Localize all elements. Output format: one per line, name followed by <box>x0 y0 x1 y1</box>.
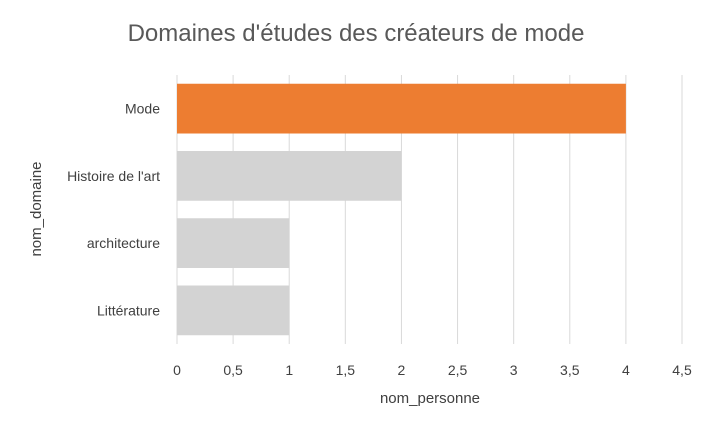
x-tick-label: 1,5 <box>336 362 356 378</box>
bar-3 <box>177 285 290 336</box>
chart-title: Domaines d'études des créateurs de mode <box>128 20 585 47</box>
bar-0 <box>177 83 626 134</box>
category-labels: Mode Histoire de l'art architecture Littéra… <box>67 101 160 319</box>
category-label: Mode <box>125 101 160 117</box>
bars <box>177 83 626 336</box>
x-tick-label: 0 <box>173 362 181 378</box>
x-tick-label: 2 <box>398 362 406 378</box>
x-tick-label: 3 <box>510 362 518 378</box>
x-tick-label: 2,5 <box>448 362 468 378</box>
x-tick-label: 0,5 <box>223 362 243 378</box>
category-label: Histoire de l'art <box>67 168 160 184</box>
x-tick-label: 4 <box>622 362 630 378</box>
x-axis-title: nom_personne <box>380 390 480 407</box>
x-tick-label: 4,5 <box>672 362 692 378</box>
bar-1 <box>177 150 402 201</box>
x-tick-labels: 0 0,5 1 1,5 2 2,5 3 3,5 4 4,5 <box>173 362 692 378</box>
x-tick-label: 1 <box>285 362 293 378</box>
category-label: Littérature <box>97 302 160 318</box>
y-axis-title: nom_domaine <box>28 161 45 256</box>
bar-2 <box>177 218 290 269</box>
category-label: architecture <box>87 235 160 251</box>
x-tick-label: 3,5 <box>560 362 580 378</box>
